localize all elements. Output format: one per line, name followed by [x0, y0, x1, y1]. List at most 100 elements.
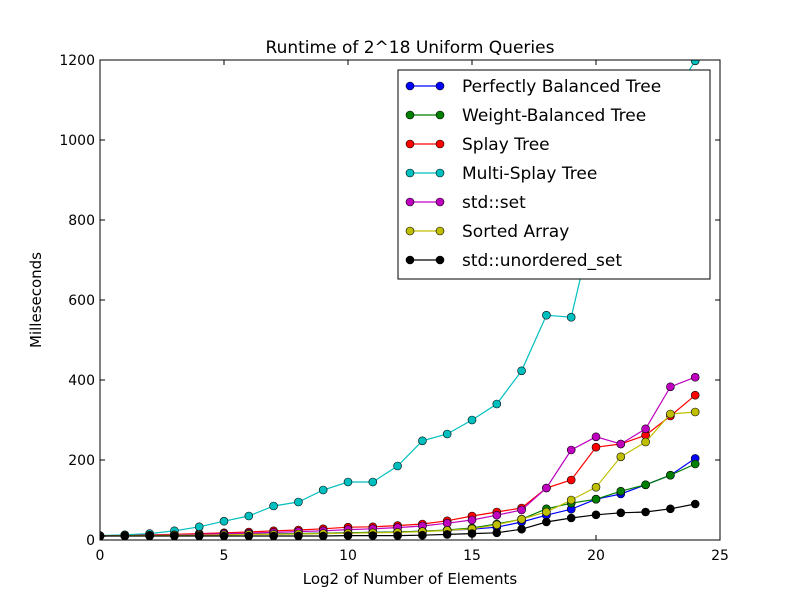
data-point — [642, 481, 650, 489]
legend-marker — [436, 227, 444, 235]
data-point — [691, 408, 699, 416]
legend-marker — [406, 198, 414, 206]
data-point — [567, 476, 575, 484]
data-point — [642, 425, 650, 433]
data-point — [642, 438, 650, 446]
y-tick-label: 1000 — [59, 133, 95, 149]
legend-marker — [406, 256, 414, 264]
data-point — [319, 532, 327, 540]
data-point — [518, 506, 526, 514]
data-point — [592, 433, 600, 441]
data-point — [518, 367, 526, 375]
data-point — [294, 532, 302, 540]
data-point — [146, 532, 154, 540]
data-point — [195, 532, 203, 540]
data-point — [220, 517, 228, 525]
data-point — [592, 511, 600, 519]
legend-label: Perfectly Balanced Tree — [462, 77, 661, 97]
data-point — [443, 530, 451, 538]
data-point — [567, 514, 575, 522]
x-axis-title: Log2 of Number of Elements — [303, 570, 518, 588]
data-point — [270, 502, 278, 510]
legend-label: Sorted Array — [462, 222, 569, 242]
data-point — [245, 532, 253, 540]
data-point — [468, 416, 476, 424]
data-point — [344, 478, 352, 486]
chart-title: Runtime of 2^18 Uniform Queries — [266, 38, 555, 58]
data-point — [567, 496, 575, 504]
data-point — [542, 484, 550, 492]
x-tick-label: 5 — [220, 548, 229, 564]
legend-label: Splay Tree — [462, 135, 550, 155]
data-point — [493, 400, 501, 408]
data-point — [493, 511, 501, 519]
x-tick-label: 20 — [587, 548, 605, 564]
data-point — [592, 483, 600, 491]
data-point — [468, 516, 476, 524]
data-point — [493, 521, 501, 529]
legend-marker — [406, 111, 414, 119]
data-point — [617, 487, 625, 495]
y-tick-label: 0 — [86, 533, 95, 549]
data-point — [443, 430, 451, 438]
data-point — [691, 391, 699, 399]
data-point — [666, 505, 674, 513]
data-point — [666, 410, 674, 418]
legend-marker — [436, 111, 444, 119]
legend-marker — [406, 169, 414, 177]
x-tick-label: 15 — [463, 548, 481, 564]
legend-marker — [436, 140, 444, 148]
legend-marker — [436, 169, 444, 177]
data-point — [369, 532, 377, 540]
data-point — [443, 519, 451, 527]
legend-label: Weight-Balanced Tree — [462, 106, 646, 126]
data-point — [369, 478, 377, 486]
legend-marker — [436, 256, 444, 264]
data-point — [170, 532, 178, 540]
legend-label: std::set — [462, 193, 526, 213]
data-point — [666, 471, 674, 479]
data-point — [493, 529, 501, 537]
data-point — [592, 495, 600, 503]
data-point — [294, 498, 302, 506]
y-tick-label: 400 — [68, 373, 95, 389]
data-point — [592, 443, 600, 451]
data-point — [418, 437, 426, 445]
y-axis-title: Milleseconds — [27, 252, 45, 348]
data-point — [195, 523, 203, 531]
data-point — [542, 508, 550, 516]
data-point — [567, 446, 575, 454]
legend-marker — [436, 198, 444, 206]
data-point — [642, 508, 650, 516]
data-point — [542, 518, 550, 526]
y-tick-label: 1200 — [59, 53, 95, 69]
data-point — [617, 509, 625, 517]
data-point — [691, 500, 699, 508]
legend-marker — [406, 140, 414, 148]
data-point — [319, 486, 327, 494]
data-point — [245, 512, 253, 520]
x-tick-label: 25 — [711, 548, 729, 564]
data-point — [121, 532, 129, 540]
x-tick-label: 10 — [339, 548, 357, 564]
x-tick-label: 0 — [96, 548, 105, 564]
legend-label: Multi-Splay Tree — [462, 164, 597, 184]
data-point — [418, 531, 426, 539]
data-point — [518, 515, 526, 523]
data-point — [617, 453, 625, 461]
data-point — [666, 383, 674, 391]
data-point — [394, 532, 402, 540]
y-tick-label: 200 — [68, 453, 95, 469]
y-tick-label: 600 — [68, 293, 95, 309]
data-point — [270, 532, 278, 540]
data-point — [691, 373, 699, 381]
legend-label: std::unordered_set — [462, 251, 622, 271]
data-point — [542, 311, 550, 319]
data-point — [691, 460, 699, 468]
data-point — [394, 462, 402, 470]
legend: Perfectly Balanced Tree Weight-Balanced T… — [398, 70, 710, 279]
legend-marker — [436, 82, 444, 90]
data-point — [518, 525, 526, 533]
legend-marker — [406, 227, 414, 235]
